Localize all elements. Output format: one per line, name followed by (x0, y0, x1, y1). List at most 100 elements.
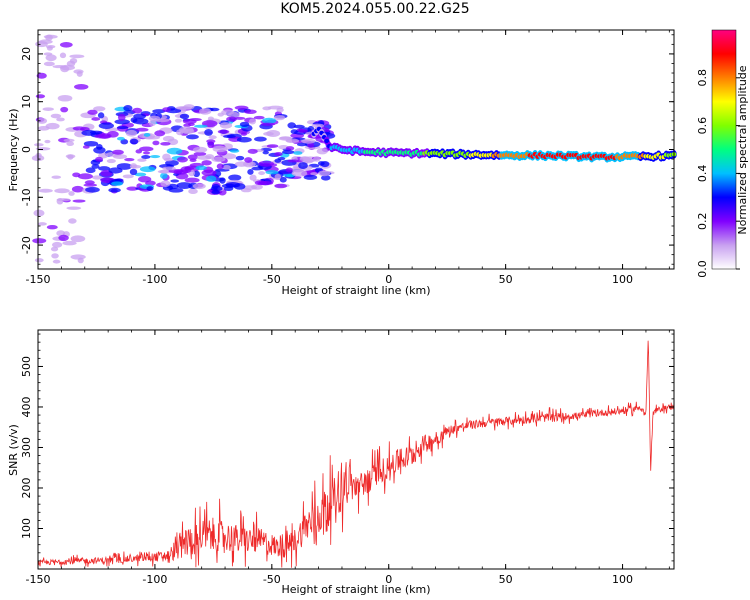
snr-series-line (37, 340, 675, 568)
x-tick-label: 50 (499, 573, 513, 586)
spectrogram-cell (56, 198, 71, 202)
spectrogram-cell (281, 150, 295, 155)
spectrogram-cell (70, 254, 86, 260)
spectrogram-cell (265, 170, 279, 175)
spectrogram-cell (293, 151, 303, 155)
spectrogram-cell (219, 122, 233, 129)
spectrogram-cell (35, 94, 46, 99)
spectrogram-cell (274, 158, 282, 163)
snr-background (38, 330, 674, 569)
spectrogram-cell (192, 146, 208, 153)
spectrogram-cell (52, 259, 61, 264)
spectrogram-cell (298, 162, 308, 169)
spectrogram-cell (208, 107, 220, 112)
spectrogram-cell (299, 156, 311, 162)
spectrogram-cell (168, 188, 184, 193)
colorbar-tick-label: 0.6 (696, 117, 709, 135)
spectrogram-cell (51, 253, 59, 259)
spectrogram-cell (59, 52, 67, 59)
spectrogram-cell (168, 169, 184, 174)
spectrogram-cell (186, 134, 199, 140)
spectrogram-cell (33, 209, 45, 217)
spectrogram-cell (37, 222, 48, 226)
spectrogram-cell (45, 122, 60, 130)
spectrogram-cell (130, 117, 138, 123)
snr-frame (37, 329, 675, 570)
spectrogram-cell (148, 120, 156, 127)
spectrogram-cell (108, 167, 123, 174)
spectrogram-cell (67, 154, 74, 160)
spectrogram-cell (222, 165, 231, 170)
spectrogram-cell (152, 140, 160, 146)
spectrogram-cell (50, 246, 59, 252)
snr-x-ticks: -150 -100 -50 0 50 100 (26, 330, 670, 586)
spectrogram-cell (274, 152, 283, 157)
spectrogram-cell (251, 184, 263, 190)
spectrogram-cell (212, 145, 228, 153)
spectrogram-cell (91, 117, 101, 121)
spectrogram-cell (261, 117, 277, 124)
spectrogram-cell (217, 129, 230, 134)
spectrogram-y-label: Frequency (Hz) (7, 109, 20, 192)
spectrogram-cell (69, 54, 85, 59)
x-tick-label: 0 (385, 273, 392, 286)
spectrogram-cell (45, 34, 53, 41)
spectrogram-cell (73, 69, 84, 74)
y-tick-label: 20 (20, 47, 33, 61)
spectrogram-cell (244, 109, 257, 115)
colorbar-tick-label: 0.2 (696, 212, 709, 230)
spectrogram-cell (81, 129, 97, 136)
spectrogram-cell (303, 174, 318, 180)
spectrogram-cell (159, 169, 169, 174)
spectrogram-cell (254, 136, 267, 142)
x-tick-label: 0 (385, 573, 392, 586)
y-tick-label: 10 (20, 95, 33, 109)
x-tick-label: -100 (142, 573, 167, 586)
x-tick-label: -100 (142, 273, 167, 286)
spectrogram-cell (208, 135, 217, 140)
spectrogram-cell (97, 112, 105, 119)
spectrogram-cell (176, 156, 188, 163)
spectrogram-cell (287, 159, 299, 163)
spectrogram-cell (129, 168, 138, 176)
spectrogram-cell (247, 169, 254, 175)
x-tick-label: 50 (499, 273, 513, 286)
snr-y-ticks: 100 200 300 400 500 (20, 333, 674, 570)
spectrogram-cell (291, 169, 308, 177)
colorbar-label: Normalized spectral amplitude (736, 65, 749, 234)
spectrogram-cell (129, 138, 139, 145)
spectrogram-cell (184, 177, 200, 183)
spectrogram-cell (258, 160, 275, 167)
spectrogram-cell (205, 175, 217, 182)
spectrogram-cell (83, 183, 98, 187)
spectrogram-cell (285, 146, 295, 151)
spectrogram-cell (93, 146, 106, 154)
spectrogram-cell (38, 188, 53, 193)
spectrogram-cell (240, 188, 252, 193)
spectrogram-cell (51, 241, 63, 248)
spectrogram-cell (187, 154, 199, 160)
spectrogram-cell (236, 136, 252, 143)
spectrogram-cell (45, 54, 57, 62)
spectrogram-cell (201, 160, 212, 166)
spectrogram-cell (162, 166, 176, 171)
x-tick-label: -50 (263, 273, 281, 286)
spectrogram-cell (184, 166, 195, 170)
spectrogram-cell (98, 166, 111, 171)
spectrogram-cell (63, 138, 75, 143)
x-tick-label: 100 (612, 573, 633, 586)
spectrogram-cell (139, 166, 156, 173)
snr-y-label: SNR (v/v) (7, 424, 20, 476)
spectrogram-cell (68, 191, 75, 196)
spectrogram-cell (34, 258, 44, 263)
spectrogram-cell (290, 129, 298, 135)
spectrogram-cell (273, 114, 286, 121)
spectrogram-cell (223, 134, 236, 139)
spectrogram-cell (228, 174, 242, 181)
spectrogram-cell (194, 124, 208, 128)
spectrogram-cell (205, 154, 215, 160)
y-tick-label: -20 (20, 236, 33, 254)
spectrogram-cell (165, 159, 179, 167)
